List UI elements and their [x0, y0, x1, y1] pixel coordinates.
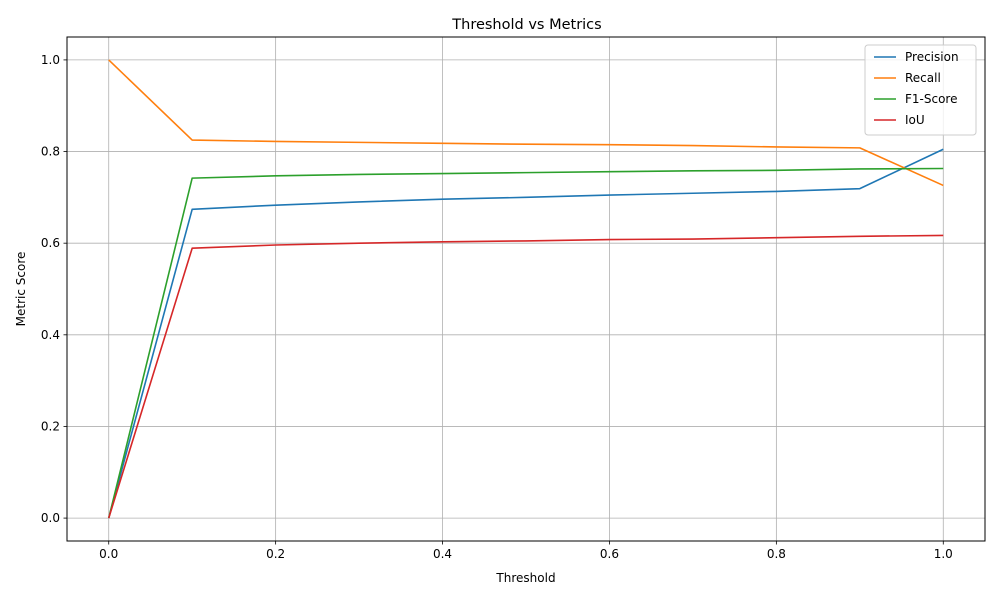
- series-line-f1-score: [107, 167, 944, 519]
- y-tick-label: 0.0: [41, 511, 60, 525]
- legend-label: Precision: [905, 50, 959, 64]
- legend: Precision Recall F1-Score IoU: [864, 44, 977, 136]
- legend-label: Recall: [905, 71, 941, 85]
- x-tick-label: 0.8: [767, 547, 786, 561]
- y-tick-label: 0.6: [41, 236, 60, 250]
- series-line-recall: [108, 59, 944, 187]
- legend-label: IoU: [905, 113, 925, 127]
- axis-ticks: 0.0 0.2 0.4 0.6 0.8 1.0 0.0 0.2 0.4 0.6 0.8 1.0: [41, 53, 953, 561]
- series-line-iou: [107, 234, 944, 519]
- grid-lines: [67, 37, 985, 541]
- x-tick-label: 0.0: [99, 547, 118, 561]
- x-tick-label: 1.0: [934, 547, 953, 561]
- chart-title: Threshold vs Metrics: [451, 17, 601, 33]
- plot-frame: [66, 36, 986, 542]
- legend-label: F1-Score: [905, 92, 957, 106]
- x-tick-label: 0.2: [266, 547, 285, 561]
- y-tick-label: 0.2: [41, 419, 60, 433]
- y-tick-label: 0.8: [41, 145, 60, 159]
- series-lines: [107, 59, 944, 519]
- y-axis-label: Metric Score: [14, 252, 28, 327]
- x-axis-label: Threshold: [495, 571, 555, 585]
- series-line-precision: [107, 148, 944, 519]
- y-tick-label: 0.4: [41, 328, 60, 342]
- legend-box: [864, 44, 977, 136]
- x-tick-label: 0.6: [600, 547, 619, 561]
- y-tick-label: 1.0: [41, 53, 60, 67]
- x-tick-label: 0.4: [433, 547, 452, 561]
